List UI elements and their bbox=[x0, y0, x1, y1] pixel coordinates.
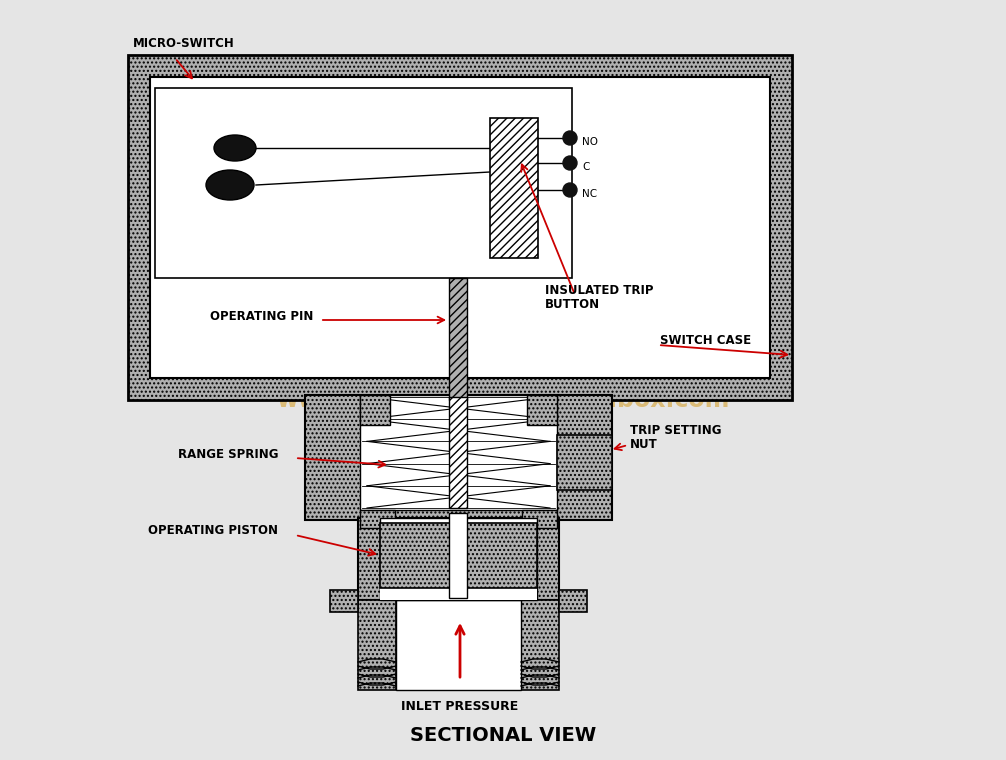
Bar bbox=[449, 278, 467, 400]
Bar bbox=[305, 395, 612, 520]
Bar bbox=[449, 397, 467, 508]
Bar bbox=[522, 510, 557, 528]
Bar bbox=[527, 395, 557, 425]
Text: www.instrumentationtoolbox.com: www.instrumentationtoolbox.com bbox=[277, 388, 729, 412]
Bar bbox=[330, 590, 358, 612]
Text: NC: NC bbox=[582, 189, 598, 199]
Bar bbox=[360, 395, 390, 425]
Bar bbox=[128, 55, 792, 400]
Bar bbox=[358, 600, 396, 690]
Text: NUT: NUT bbox=[630, 439, 658, 451]
Text: NO: NO bbox=[582, 137, 598, 147]
Text: RANGE SPRING: RANGE SPRING bbox=[178, 448, 279, 461]
Text: SWITCH CASE: SWITCH CASE bbox=[660, 334, 751, 347]
Bar bbox=[150, 77, 770, 378]
Bar bbox=[380, 523, 537, 588]
Text: MICRO-SWITCH: MICRO-SWITCH bbox=[133, 37, 234, 50]
Bar bbox=[559, 590, 586, 612]
Text: INLET PRESSURE: INLET PRESSURE bbox=[401, 700, 519, 713]
Bar bbox=[380, 518, 537, 600]
Text: INSULATED TRIP: INSULATED TRIP bbox=[545, 283, 654, 296]
Circle shape bbox=[563, 131, 577, 145]
Bar bbox=[396, 600, 521, 690]
Ellipse shape bbox=[206, 170, 254, 200]
Circle shape bbox=[563, 183, 577, 197]
Ellipse shape bbox=[214, 135, 256, 161]
Bar bbox=[557, 435, 612, 490]
Bar bbox=[521, 600, 559, 690]
Bar bbox=[360, 510, 395, 528]
Text: OPERATING PIN: OPERATING PIN bbox=[210, 309, 314, 322]
Text: OPERATING PISTON: OPERATING PISTON bbox=[148, 524, 278, 537]
Text: BUTTON: BUTTON bbox=[545, 299, 601, 312]
Bar bbox=[490, 118, 538, 258]
Text: SECTIONAL VIEW: SECTIONAL VIEW bbox=[409, 726, 597, 745]
Bar bbox=[449, 513, 467, 598]
Text: C: C bbox=[582, 162, 590, 172]
Bar bbox=[155, 88, 572, 278]
Bar bbox=[380, 588, 537, 600]
Bar bbox=[358, 518, 559, 600]
Bar bbox=[360, 395, 557, 510]
Circle shape bbox=[563, 156, 577, 170]
Text: TRIP SETTING: TRIP SETTING bbox=[630, 423, 721, 436]
